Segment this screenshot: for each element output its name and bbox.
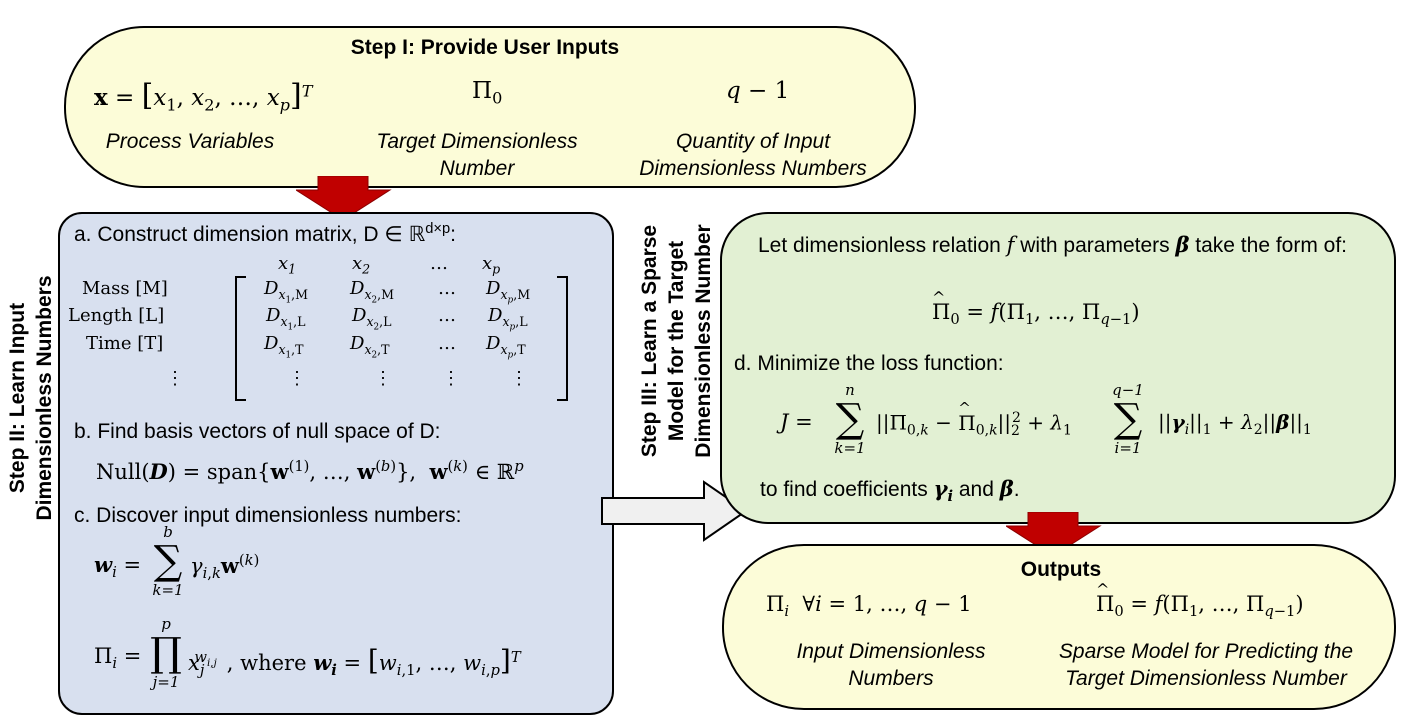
step2-c-eq1-lower: k=1 — [152, 581, 184, 599]
step1-box — [64, 26, 916, 188]
step2-side-label: Step II: Learn Input Dimensionless Numbe… — [6, 275, 56, 521]
matrix-cell: Dx2,M — [350, 278, 395, 306]
loss-sum-1: n ∑ k=1 — [828, 382, 872, 456]
outputs-box — [722, 544, 1396, 710]
step1-x-expr: x = [x1, x2, …, xp]T — [94, 78, 313, 115]
loss-lhs: J = — [780, 410, 813, 434]
matrix-cell: … — [438, 305, 456, 326]
matrix-cell: Dx1,M — [264, 278, 309, 306]
matrix-col-header-3: … — [430, 253, 448, 274]
step2-a-text: a. Construct dimension matrix, D ∈ ℝd×p: — [74, 221, 456, 247]
loss-upper-1: n — [845, 381, 855, 399]
matrix-cell: Dxp,M — [486, 278, 531, 306]
step2-a-sup: d×p — [425, 221, 451, 237]
outputs-pi-i: Πi ∀i = 1, …, q − 1 — [766, 592, 972, 621]
matrix-cell: Dx2,L — [352, 305, 392, 333]
matrix-cell: Dx1,T — [264, 333, 304, 361]
matrix-row-label-more: ⋮ — [166, 368, 184, 389]
matrix-left-bracket — [235, 276, 246, 401]
matrix-cell: Dx1,L — [266, 305, 306, 333]
label-process-variables: Process Variables — [105, 130, 275, 153]
loss-lower-2: i=1 — [1114, 439, 1142, 457]
step2-a-colon: : — [450, 223, 456, 246]
step2-c-eq1-lhs: wi = — [94, 552, 142, 582]
label-target-dimensionless: Target Dimensionless Number — [376, 130, 578, 180]
step3-model-equation: Π ^ 0 = f(Π1, …, Πq−1) — [932, 288, 1140, 329]
step2-b-equation: Null(D) = span{w(1), …, w(b)}, w(k) ∈ ℝp — [96, 458, 524, 484]
step2-c-eq2-prod: p ∏ j=1 — [146, 616, 186, 690]
matrix-cell: ⋮ — [442, 368, 460, 389]
matrix-cell: Dx2,T — [350, 333, 390, 361]
matrix-cell: … — [438, 333, 456, 354]
step3-side-label-line2: Model for the Target — [665, 240, 688, 442]
matrix-cell: … — [438, 278, 456, 299]
step2-box — [58, 212, 614, 715]
matrix-cell: ⋮ — [374, 368, 392, 389]
loss-lower-1: k=1 — [834, 439, 866, 457]
loss-sum-2: q−1 ∑ i=1 — [1102, 382, 1154, 456]
step3-d-text: d. Minimize the loss function: — [734, 352, 1004, 375]
step3-side-label-line3: Dimensionless Number — [692, 224, 715, 458]
arrow-step2-to-step3 — [601, 480, 748, 542]
matrix-row-label-length: Length [L] — [68, 305, 165, 326]
outputs-title: Outputs — [1020, 558, 1102, 581]
matrix-col-header-2: x2 — [352, 253, 371, 277]
step2-c-eq1-upper: b — [163, 523, 173, 541]
matrix-col-header-1: x1 — [278, 253, 297, 277]
step2-c-eq1-rhs: γi,kw(k) — [190, 552, 260, 583]
label-input-dimensionless: Input Dimensionless Numbers — [796, 640, 986, 690]
step2-c-eq2-lhs: Πi = — [94, 644, 142, 673]
step3-intro: Let dimensionless relation f with parame… — [758, 232, 1348, 257]
arrow-step1-to-step2 — [296, 176, 392, 221]
matrix-col-header-4: xp — [482, 253, 501, 277]
arrow-step3-to-outputs — [1006, 512, 1102, 557]
step2-c-eq2-lower: j=1 — [152, 673, 180, 691]
matrix-cell: ⋮ — [288, 368, 306, 389]
step2-c-text: c. Discover input dimensionless numbers: — [74, 504, 462, 527]
step3-side-label: Step III: Learn a Sparse Model for the T… — [636, 206, 717, 476]
label-sparse-model: Sparse Model for Predicting the Target D… — [1058, 640, 1354, 690]
step2-c-eq2-rhs: xjwi,j, where wi = [wi,1, …, wi,p]T — [188, 644, 521, 680]
step3-side-label-line1: Step III: Learn a Sparse — [638, 224, 661, 458]
step2-b-text: b. Find basis vectors of null space of D… — [74, 420, 441, 443]
step2-a-label: a. Construct dimension matrix, D ∈ ℝ — [74, 223, 426, 246]
step3-box — [720, 212, 1396, 524]
step3-find-text: to find coefficients γi and β. — [760, 476, 1020, 506]
loss-term-1: ||Π0,k − Π ^ 0,k||22 + λ1 — [876, 398, 1072, 439]
matrix-right-bracket — [557, 276, 568, 401]
step2-c-eq2-upper: p — [161, 615, 171, 633]
step1-q-expr: q − 1 — [726, 78, 790, 104]
matrix-cell: Dxp,T — [486, 333, 526, 361]
loss-term-2: ||γi||1 + λ2||β||1 — [1158, 410, 1312, 438]
label-quantity-input: Quantity of Input Dimensionless Numbers — [639, 130, 867, 180]
matrix-cell: Dxp,L — [488, 305, 528, 333]
matrix-row-label-time: Time [T] — [86, 333, 164, 354]
step1-pi0: Π0 — [472, 78, 503, 108]
step1-title: Step I: Provide User Inputs — [350, 36, 620, 59]
step2-c-eq1-sum: b ∑ k=1 — [148, 524, 188, 598]
outputs-model: Π ^ 0 = f(Π1, …, Πq−1) — [1096, 580, 1304, 621]
matrix-row-label-mass: Mass [M] — [82, 278, 168, 299]
matrix-cell: ⋮ — [510, 368, 528, 389]
loss-upper-2: q−1 — [1112, 381, 1144, 399]
